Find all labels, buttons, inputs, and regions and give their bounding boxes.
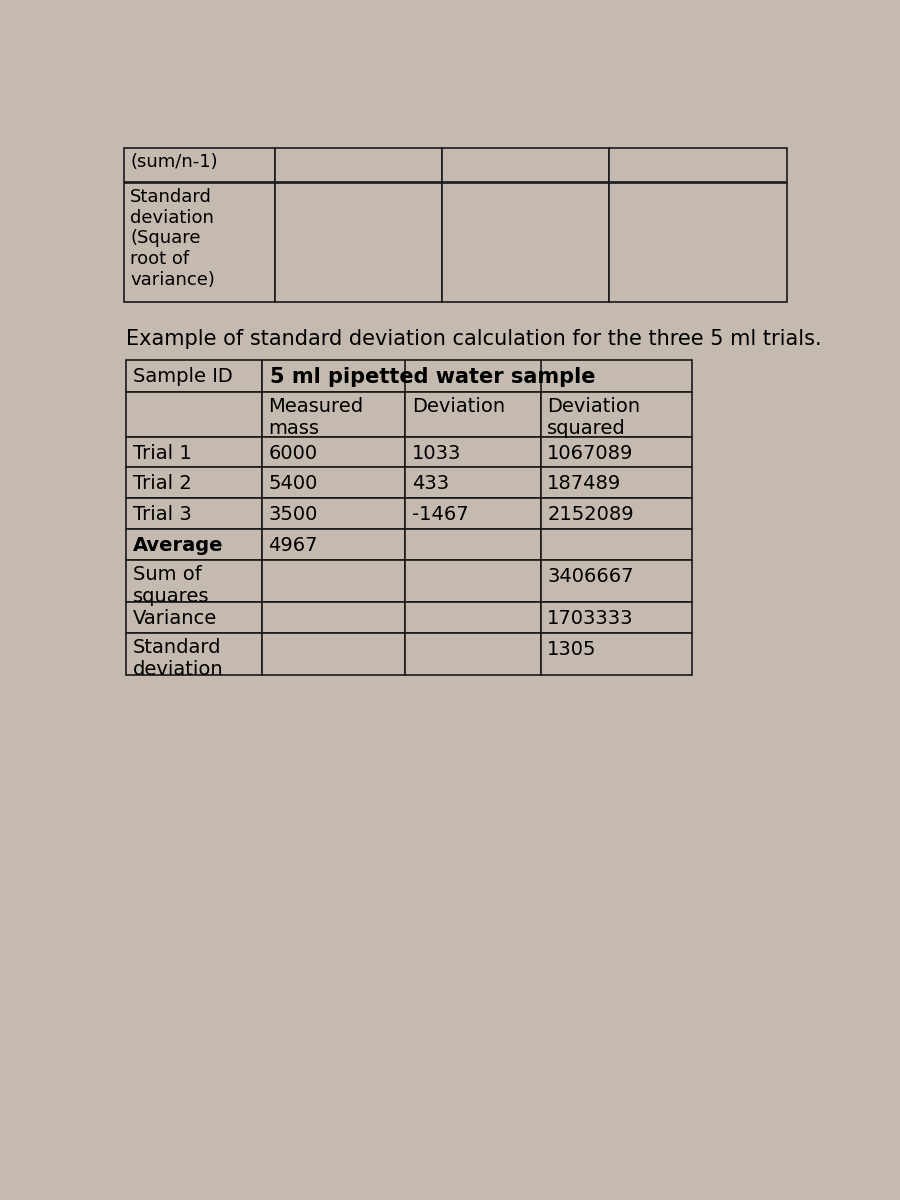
Text: Standard
deviation
(Square
root of
variance): Standard deviation (Square root of varia… xyxy=(130,188,215,289)
Bar xyxy=(275,182,442,302)
Bar xyxy=(405,468,541,498)
Bar xyxy=(262,559,406,602)
Text: Trial 3: Trial 3 xyxy=(132,505,192,524)
Text: 1033: 1033 xyxy=(411,444,461,462)
Bar xyxy=(262,360,692,392)
Text: Variance: Variance xyxy=(132,610,217,628)
Text: Sample ID: Sample ID xyxy=(132,367,232,386)
Text: Sum of
squares: Sum of squares xyxy=(132,565,209,606)
Text: 433: 433 xyxy=(411,474,449,493)
Bar xyxy=(262,437,406,467)
Text: Trial 2: Trial 2 xyxy=(132,474,192,493)
Bar xyxy=(126,360,262,392)
Text: Trial 1: Trial 1 xyxy=(132,444,192,462)
Bar xyxy=(541,437,692,467)
Text: 1703333: 1703333 xyxy=(547,610,634,628)
Bar xyxy=(541,392,692,437)
Text: Standard
deviation: Standard deviation xyxy=(132,638,223,679)
Text: 6000: 6000 xyxy=(268,444,318,462)
Text: (sum/n-1): (sum/n-1) xyxy=(130,154,218,172)
Bar xyxy=(608,148,787,182)
Text: Measured
mass: Measured mass xyxy=(268,397,364,438)
Text: Average: Average xyxy=(132,536,223,554)
Bar xyxy=(126,632,262,676)
Bar xyxy=(405,437,541,467)
Bar xyxy=(541,498,692,529)
Bar xyxy=(405,602,541,632)
Bar xyxy=(608,182,787,302)
Bar xyxy=(262,529,406,559)
Text: Example of standard deviation calculation for the three 5 ml trials.: Example of standard deviation calculatio… xyxy=(126,329,822,349)
Text: 3500: 3500 xyxy=(268,505,318,524)
Bar xyxy=(541,529,692,559)
Text: 1067089: 1067089 xyxy=(547,444,634,462)
Text: 1305: 1305 xyxy=(547,640,597,659)
Bar xyxy=(541,468,692,498)
Text: 5400: 5400 xyxy=(268,474,318,493)
Bar xyxy=(126,498,262,529)
Text: 4967: 4967 xyxy=(268,536,318,554)
Text: 187489: 187489 xyxy=(547,474,622,493)
Bar xyxy=(405,529,541,559)
Bar xyxy=(405,498,541,529)
Text: Deviation: Deviation xyxy=(411,397,505,416)
Bar xyxy=(126,559,262,602)
Bar xyxy=(405,632,541,676)
Text: 5 ml pipetted water sample: 5 ml pipetted water sample xyxy=(270,367,595,388)
Bar xyxy=(262,468,406,498)
Bar xyxy=(124,182,275,302)
Text: Deviation
squared: Deviation squared xyxy=(547,397,641,438)
Bar xyxy=(442,148,608,182)
Bar xyxy=(262,392,406,437)
Bar xyxy=(541,632,692,676)
Bar xyxy=(405,559,541,602)
Bar xyxy=(126,392,262,437)
Bar xyxy=(541,559,692,602)
Text: 3406667: 3406667 xyxy=(547,566,634,586)
Bar xyxy=(405,392,541,437)
Text: -1467: -1467 xyxy=(411,505,468,524)
Bar xyxy=(262,632,406,676)
Bar xyxy=(275,148,442,182)
Bar xyxy=(262,602,406,632)
Bar xyxy=(126,437,262,467)
Bar xyxy=(126,529,262,559)
Bar xyxy=(262,498,406,529)
Bar xyxy=(541,602,692,632)
Text: 2152089: 2152089 xyxy=(547,505,634,524)
Bar xyxy=(126,468,262,498)
Bar xyxy=(126,602,262,632)
Bar xyxy=(442,182,608,302)
Bar xyxy=(124,148,275,182)
